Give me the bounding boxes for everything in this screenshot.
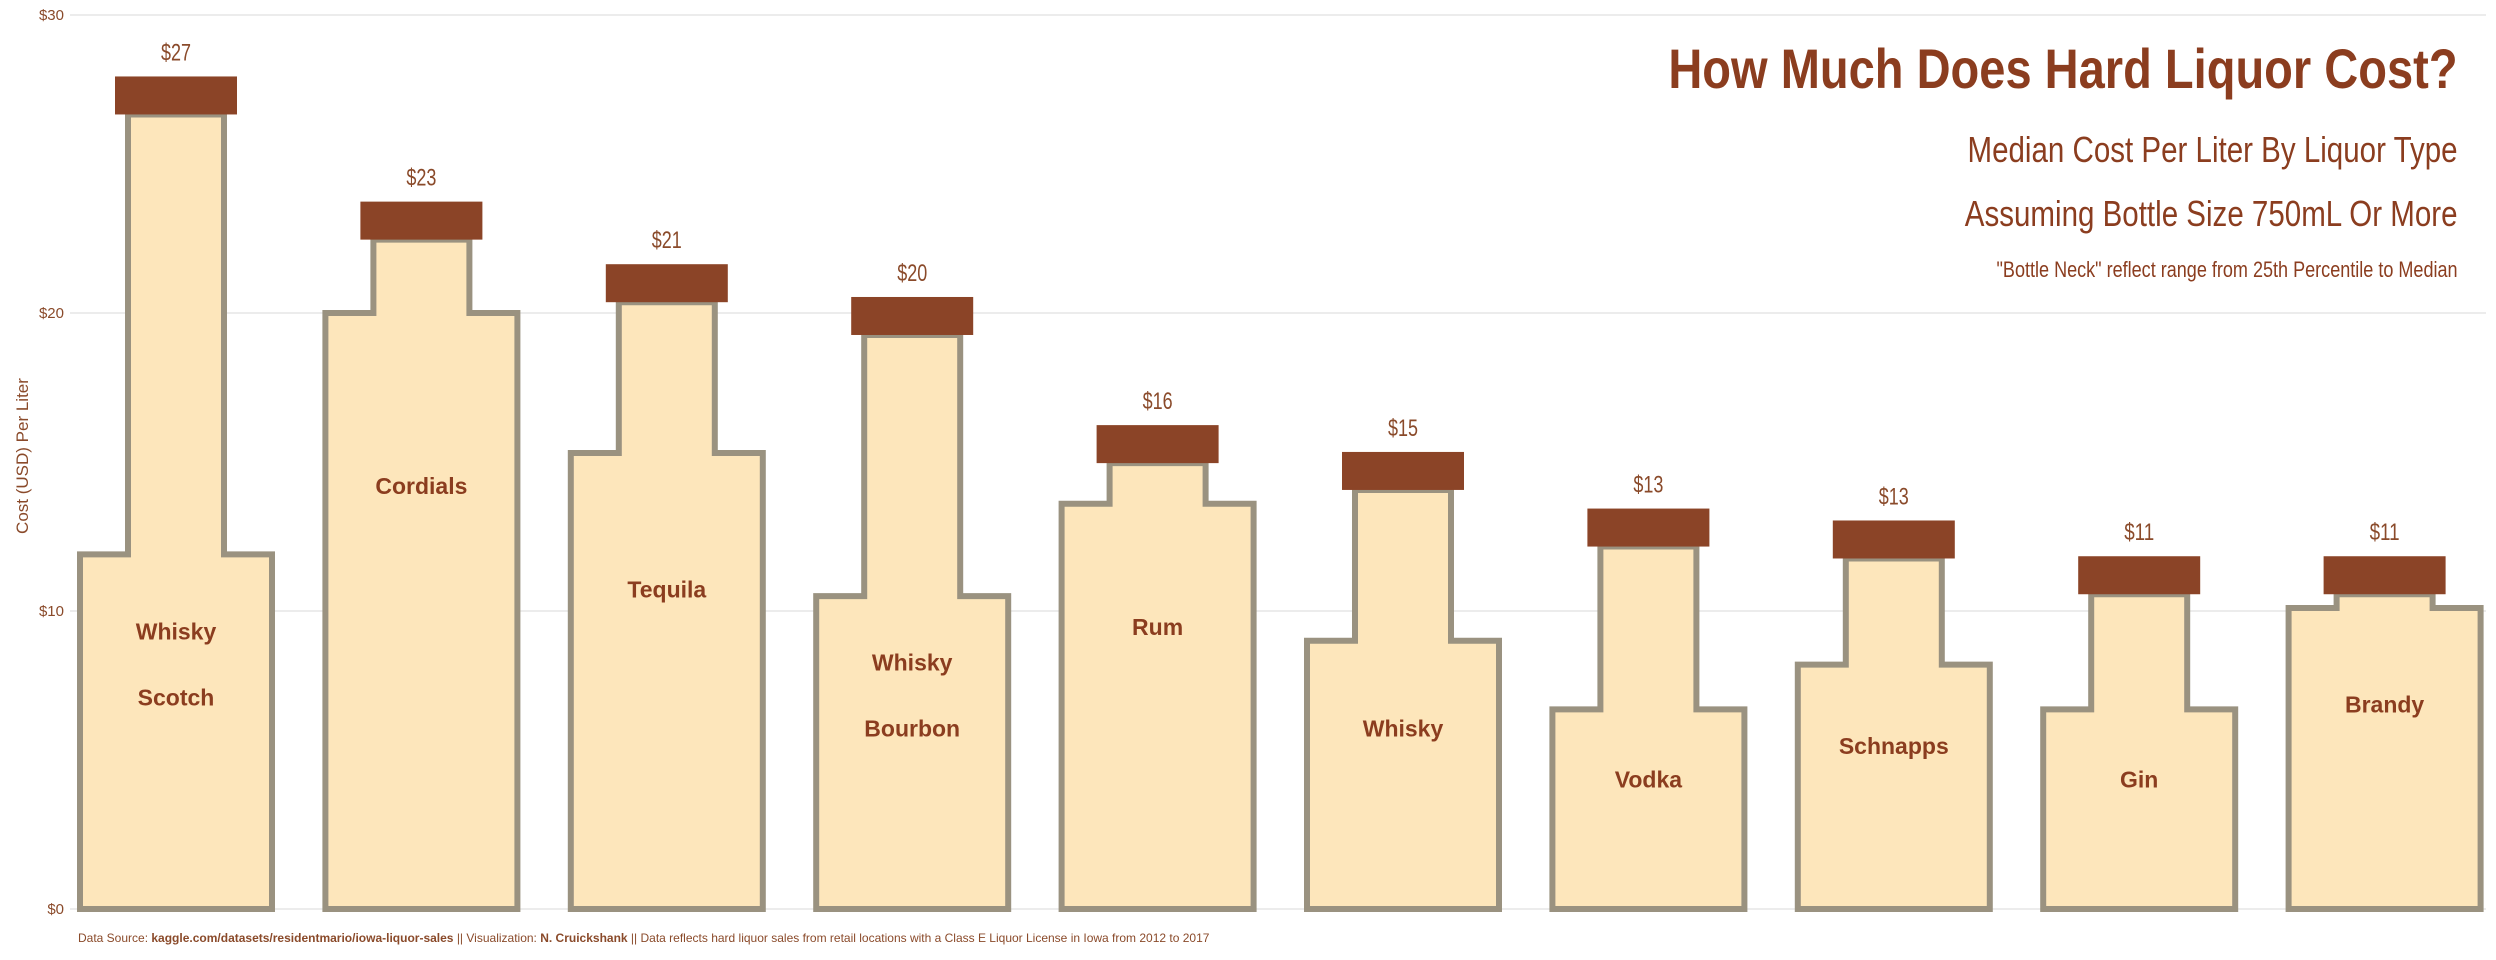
- value-label: $23: [406, 165, 436, 192]
- value-label: $16: [1143, 388, 1173, 415]
- bottle-cap: [851, 296, 974, 335]
- category-label: Brandy: [2345, 691, 2424, 717]
- category-label: Whisky: [872, 649, 953, 675]
- bottle-shape: [77, 111, 275, 912]
- value-label: $20: [897, 260, 927, 287]
- bottle-cap: [360, 201, 483, 240]
- category-label: Scotch: [138, 685, 215, 711]
- bottle-shape: [1304, 486, 1502, 912]
- bottle: $16 Rum: [1058, 388, 1257, 912]
- y-tick-label: $0: [47, 901, 64, 918]
- category-label: Rum: [1132, 614, 1183, 640]
- bottle-shape: [2040, 591, 2239, 912]
- bottle-cap: [2323, 556, 2446, 595]
- bottle: $23 Cordials: [322, 165, 521, 912]
- bottle-cap: [1096, 425, 1219, 464]
- bottle: $21 Tequila: [567, 227, 766, 912]
- value-label: $13: [1879, 483, 1909, 510]
- y-axis-title: Cost (USD) Per Liter: [13, 378, 32, 534]
- y-tick-label: $30: [39, 7, 64, 24]
- bottle-shape: [567, 299, 766, 912]
- bottles: $27 Whisky Scotch $23 Cordials $21 Tequila $20 W…: [77, 39, 2484, 912]
- bottle-cap: [2078, 556, 2201, 595]
- category-label: Bourbon: [864, 715, 960, 741]
- bottle-cap: [115, 76, 237, 115]
- chart-subtitle-2: Assuming Bottle Size 750mL Or More: [1965, 193, 2458, 234]
- bottle: $20 Whisky Bourbon: [813, 260, 1012, 912]
- category-label: Whisky: [1363, 716, 1444, 742]
- bottle: $11 Brandy: [2285, 519, 2484, 912]
- bottle: $15 Whisky: [1304, 415, 1502, 912]
- caption-author: N. Cruickshank: [540, 931, 628, 945]
- bottle-cap: [1587, 508, 1710, 547]
- y-tick-label: $10: [39, 603, 64, 620]
- category-label: Cordials: [375, 473, 467, 499]
- caption-viz-prefix: || Visualization:: [453, 931, 541, 945]
- title-block: How Much Does Hard Liquor Cost? Median C…: [1518, 36, 2458, 283]
- category-label: Schnapps: [1839, 733, 1949, 759]
- value-label: $15: [1388, 415, 1418, 442]
- value-label: $13: [1633, 472, 1663, 499]
- y-tick-label: $20: [39, 305, 64, 322]
- caption-source-prefix: Data Source:: [78, 931, 152, 945]
- chart-subtitle-1: Median Cost Per Liter By Liquor Type: [1967, 129, 2458, 170]
- chart-title: How Much Does Hard Liquor Cost?: [1668, 37, 2458, 100]
- bottle: $27 Whisky Scotch: [77, 39, 275, 912]
- caption-source-link[interactable]: kaggle.com/datasets/residentmario/iowa-l…: [151, 931, 454, 945]
- bottle-shape: [1549, 543, 1748, 912]
- bottle-cap: [1832, 520, 1955, 559]
- bottle-shape: [2285, 591, 2484, 912]
- value-label: $11: [2370, 519, 2400, 546]
- value-label: $21: [652, 227, 682, 254]
- category-label: Gin: [2120, 766, 2158, 792]
- chart-note: "Bottle Neck" reflect range from 25th Pe…: [1996, 257, 2458, 282]
- value-label: $27: [161, 39, 191, 66]
- y-axis: $0 $10 $20 $30: [39, 7, 64, 918]
- bottle: $13 Schnapps: [1794, 483, 1993, 912]
- bottle-shape: [322, 236, 521, 912]
- bottle: $11 Gin: [2040, 519, 2239, 912]
- bottle: $13 Vodka: [1549, 472, 1748, 912]
- bottle-cap: [1342, 451, 1464, 490]
- bottle-shape: [1058, 460, 1257, 912]
- value-label: $11: [2124, 519, 2154, 546]
- caption-suffix: || Data reflects hard liquor sales from …: [627, 931, 1210, 945]
- bottle-shape: [813, 331, 1012, 912]
- bottle-cap: [605, 264, 728, 303]
- caption: Data Source: kaggle.com/datasets/residen…: [78, 931, 1209, 945]
- category-label: Tequila: [627, 577, 706, 603]
- category-label: Vodka: [1615, 766, 1683, 792]
- category-label: Whisky: [136, 619, 217, 645]
